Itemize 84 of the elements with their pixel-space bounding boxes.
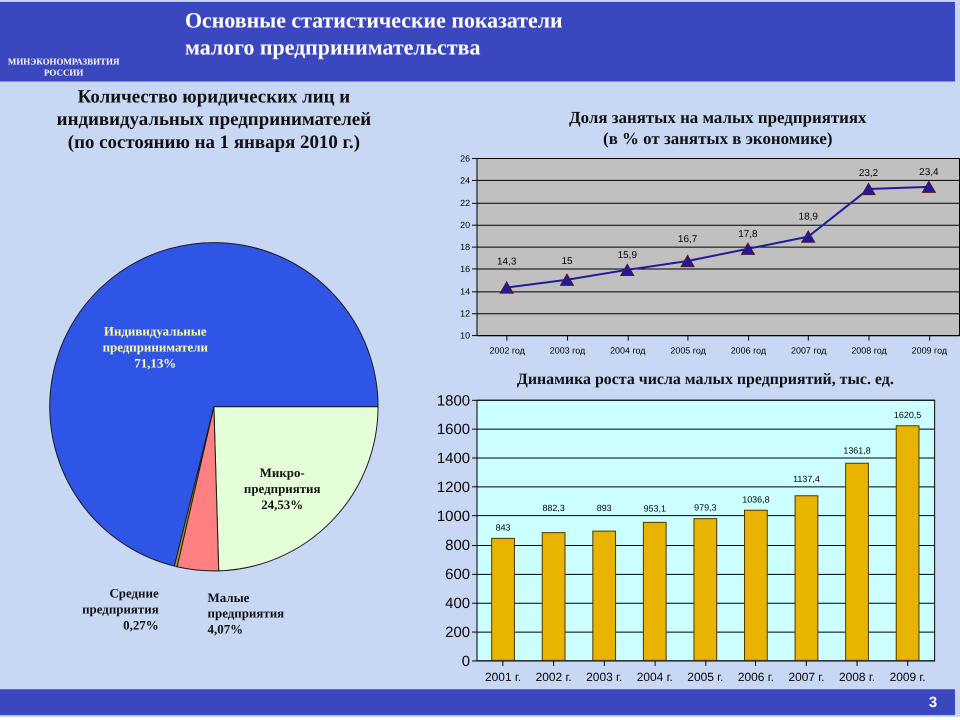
bar [794, 495, 818, 661]
bar [592, 530, 616, 661]
x-tick-label: 2006 г. [738, 670, 774, 684]
x-tick-label: 2009 г. [890, 670, 926, 684]
y-tick-label: 1600 [436, 421, 470, 438]
data-label: 0,27% [123, 617, 159, 632]
x-tick-label: 2003 г. [586, 670, 622, 684]
data-label: 1137,4 [793, 474, 820, 484]
y-tick-label: 600 [445, 566, 470, 584]
x-tick-label: 2004 год [610, 346, 646, 356]
x-tick-label: 2002 г. [536, 670, 572, 684]
chart-title: Количество юридических лиц и индивидуальных предпринимателей (по состоянию на 1 января 2010 г.) [56, 86, 372, 154]
data-label: 1361,8 [843, 445, 871, 456]
point [500, 281, 514, 294]
x-tick-label: 2009 год [912, 346, 948, 356]
slice-label: Микро-предприятия [244, 465, 320, 496]
y-tick-label: 1200 [436, 479, 470, 496]
data-label: 15 [561, 256, 573, 267]
bar [491, 538, 515, 661]
bar [542, 532, 566, 661]
data-label: 843 [496, 522, 511, 532]
chart-title: Доля занятых на малых предприятиях (в % от занятых в экономике) [569, 108, 868, 148]
y-tick-label: 10 [460, 330, 470, 341]
y-tick-label: 18 [460, 242, 470, 252]
x-tick-label: 2008 г. [839, 670, 876, 684]
x-tick-label: 2006 год [730, 346, 767, 356]
x-tick-label: 2007 год [791, 346, 828, 356]
text: Основные статистические показатели малого предпринимательства [185, 8, 563, 60]
data-label: 15,9 [618, 250, 638, 261]
x-tick-label: 2001 г. [485, 670, 522, 684]
data-label: 23,2 [858, 168, 879, 180]
y-tick-label: 800 [445, 537, 470, 554]
bar [693, 518, 718, 661]
bar [845, 462, 869, 661]
point [801, 230, 816, 243]
chart-title: Динамика роста числа малых предприятий, тыс. ед. [516, 370, 894, 388]
data-label: 1036,8 [742, 494, 770, 504]
data-label: 979,3 [694, 502, 717, 513]
bar [642, 522, 667, 661]
y-tick-label: 1000 [436, 508, 470, 526]
data-label: 23,4 [919, 166, 939, 178]
point [620, 264, 634, 276]
data-label: 1620,5 [894, 410, 922, 420]
y-tick-label: 16 [460, 264, 470, 274]
point [922, 180, 936, 193]
point [862, 182, 876, 196]
data-label: 24,53% [261, 496, 304, 512]
data-label: 18,9 [798, 212, 818, 223]
x-tick-label: 2005 г. [687, 670, 724, 684]
point [680, 254, 695, 268]
data-label: 882,3 [542, 502, 565, 513]
y-tick-label: 1800 [436, 392, 470, 410]
data-label: 4,07% [208, 622, 244, 637]
x-tick-label: 2002 год [489, 346, 526, 356]
slice-label: Средние предприятия [82, 586, 159, 617]
y-tick-label: 400 [445, 594, 470, 612]
text: 3 [928, 694, 938, 712]
x-tick-label: 2008 год [851, 346, 888, 356]
slice-label: Индивидуальные предприниматели [102, 324, 208, 355]
y-tick-label: 20 [460, 220, 470, 230]
y-tick-label: 24 [460, 176, 470, 186]
point [560, 274, 574, 286]
data-label: 893 [596, 503, 612, 514]
bar [744, 510, 768, 661]
y-tick-label: 26 [460, 154, 470, 164]
slice-label: Малые предприятия [208, 590, 284, 621]
x-tick-label: 2005 год [670, 346, 707, 356]
y-tick-label: 12 [460, 308, 470, 318]
y-tick-label: 200 [445, 624, 470, 641]
point [740, 242, 755, 255]
y-tick-label: 22 [460, 198, 470, 208]
x-tick-label: 2003 год [550, 346, 586, 356]
bar [896, 425, 920, 661]
text: МИНЭКОНОМРАЗВИТИЯ РОССИИ [8, 56, 120, 78]
data-label: 17,8 [738, 228, 758, 240]
x-tick-label: 2007 г. [788, 670, 824, 684]
data-label: 953,1 [644, 503, 666, 514]
data-label: 14,3 [497, 256, 517, 268]
data-label: 71,13% [134, 356, 176, 371]
y-tick-label: 0 [462, 652, 470, 670]
y-tick-label: 1400 [436, 450, 470, 468]
data-label: 16,7 [678, 234, 698, 246]
y-tick-label: 14 [460, 286, 470, 296]
x-tick-label: 2004 г. [636, 670, 673, 684]
